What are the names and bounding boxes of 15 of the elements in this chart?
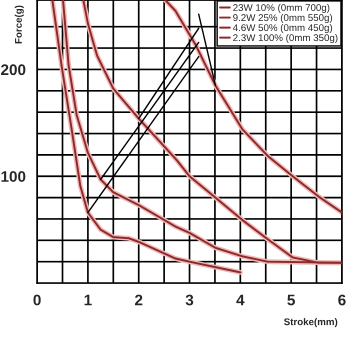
y-tick-label: 200 <box>1 64 26 76</box>
y-tick-label: 100 <box>1 171 26 182</box>
x-tick-label: 5 <box>287 294 295 306</box>
legend-label: 4.6W 50% (0mm 450g) <box>232 24 332 34</box>
x-tick-label: 4 <box>236 294 244 306</box>
x-tick-label: 3 <box>186 294 194 306</box>
x-axis-title: Stroke(mm) <box>284 318 338 328</box>
legend-label: 2.3W 100% (0mm 350g) <box>233 34 338 44</box>
legend-label: 23W 10% (0mm 700g) <box>233 4 330 13</box>
y-axis-title: Force(g) <box>14 6 24 44</box>
x-tick-label: 0 <box>33 294 41 306</box>
x-tick-label: 2 <box>135 294 142 306</box>
x-tick-label: 6 <box>338 294 346 306</box>
legend-label: 9.2W 25% (0mm 550g) <box>233 14 332 23</box>
x-tick-label: 1 <box>84 294 92 306</box>
